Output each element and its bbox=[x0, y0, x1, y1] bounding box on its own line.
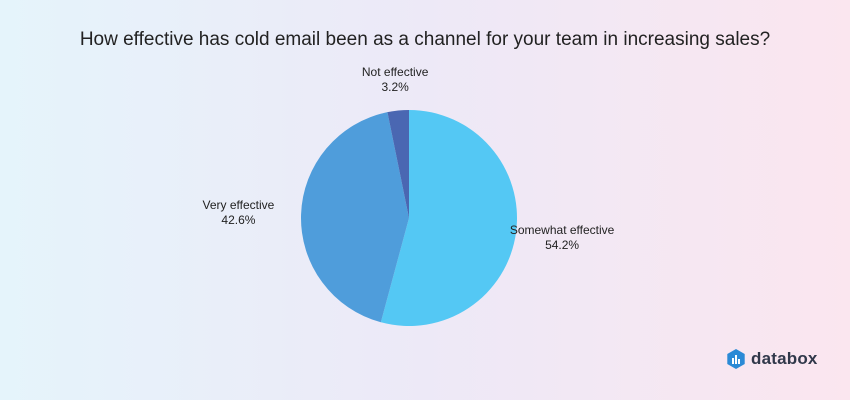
pie-slice-somewhat-effective bbox=[380, 110, 517, 326]
pie-slice-very-effective bbox=[301, 112, 409, 323]
slice-label-name: Not effective bbox=[361, 65, 429, 80]
chart-title: How effective has cold email been as a c… bbox=[79, 29, 771, 50]
slice-label-value: 42.6% bbox=[221, 212, 256, 227]
slice-label-not-effective: Not effective 3.2% bbox=[362, 65, 428, 95]
pie-slice-not-effective bbox=[387, 110, 409, 218]
slice-label-value: 54.2% bbox=[545, 238, 580, 253]
databox-logo: databox bbox=[727, 349, 818, 369]
databox-logo-text: databox bbox=[751, 349, 818, 368]
slice-label-very-effective: Very effective 42.6% bbox=[203, 198, 275, 228]
slice-label-somewhat-effective: Somewhat effective 54.2% bbox=[510, 223, 615, 253]
slice-label-value: 3.2% bbox=[381, 80, 409, 95]
databox-logo-icon bbox=[727, 349, 745, 369]
slice-label-name: Very effective bbox=[202, 197, 275, 212]
slice-label-name: Somewhat effective bbox=[509, 223, 615, 238]
